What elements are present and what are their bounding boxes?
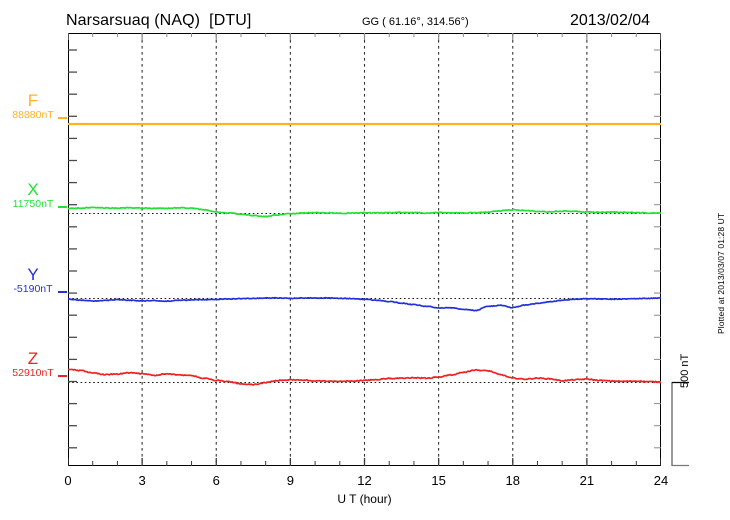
x-tick-label: 6 <box>212 473 220 488</box>
plot-frame <box>68 33 661 466</box>
traces-svg <box>68 33 661 466</box>
page-title: Narsarsuaq (NAQ) [DTU] <box>66 12 252 29</box>
component-letter: X <box>27 180 39 199</box>
gridlines <box>141 34 588 465</box>
x-axis-title: U T (hour) <box>0 492 730 506</box>
component-label-z: Z 52910nT <box>2 349 64 379</box>
component-baseline-value: 11750nT <box>12 198 54 210</box>
x-tick-label: 3 <box>138 473 146 488</box>
x-tick-label: 21 <box>579 473 595 488</box>
amplitude-scale-bar <box>671 381 689 467</box>
component-baseline-value: 52910nT <box>12 367 54 379</box>
component-traces <box>68 122 661 386</box>
x-axis-title-text: U T (hour) <box>337 492 392 506</box>
component-label-f: F 88880nT <box>2 91 64 121</box>
x-tick-label: 9 <box>286 473 294 488</box>
component-letter: Y <box>27 265 39 284</box>
plot-area <box>68 33 661 466</box>
component-baseline-value: -5190nT <box>13 283 53 295</box>
component-level-marker <box>58 375 67 377</box>
component-letter: Z <box>27 349 39 368</box>
component-label-y: Y -5190nT <box>2 265 64 295</box>
baseline-dotted-lines <box>68 123 661 384</box>
x-tick-label: 0 <box>64 473 72 488</box>
component-label-x: X 11750nT <box>2 180 64 210</box>
x-tick-label: 15 <box>431 473 446 488</box>
component-baseline-value: 88880nT <box>12 109 54 121</box>
component-letter: F <box>27 91 39 110</box>
component-level-marker <box>58 117 67 119</box>
x-tick-label: 24 <box>653 473 669 488</box>
x-tick-label: 12 <box>357 473 372 488</box>
geographic-coordinates: GG ( 61.16°, 314.56°) <box>362 16 469 28</box>
bottom-axis-ticks <box>68 33 661 466</box>
component-level-marker <box>58 291 67 293</box>
plot-timestamp-credit: Plotted at 2013/03/07 01:28 UT <box>716 212 726 334</box>
component-level-marker <box>58 206 67 208</box>
scale-bar-label: 500 nT <box>679 353 691 388</box>
x-tick-label: 18 <box>505 473 520 488</box>
observation-date: 2013/02/04 <box>570 12 651 29</box>
